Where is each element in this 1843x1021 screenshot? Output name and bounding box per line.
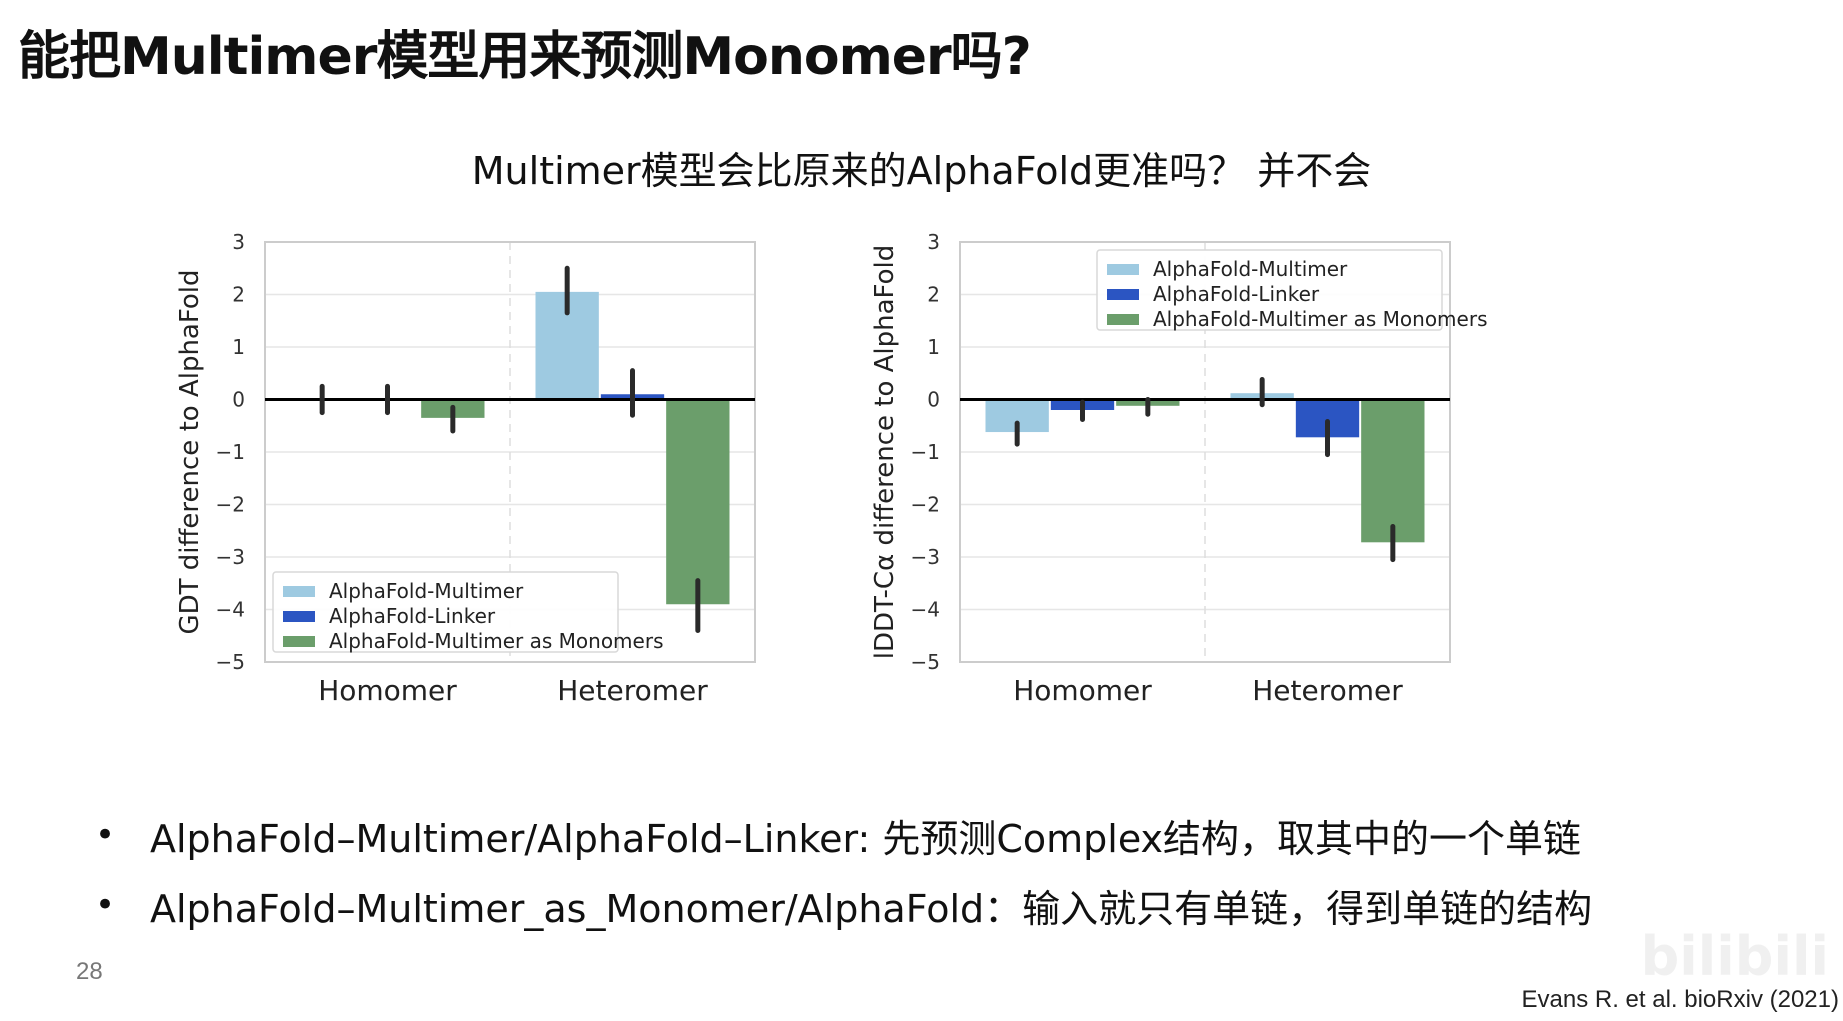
bullet-item: • AlphaFold–Multimer/AlphaFold–Linker: 先… — [95, 800, 1592, 870]
bullet-dot: • — [95, 885, 116, 925]
y-tick-label: −1 — [216, 440, 245, 464]
watermark-logo: bilibili — [1640, 925, 1829, 988]
y-tick-label: −5 — [216, 650, 245, 674]
y-tick-label: −4 — [911, 598, 940, 622]
legend-swatch — [1107, 289, 1139, 300]
legend-label: AlphaFold-Multimer as Monomers — [1153, 307, 1487, 331]
y-tick-label: 2 — [927, 283, 940, 307]
x-category-label: Heteromer — [557, 674, 708, 707]
bar — [1361, 399, 1425, 543]
bullet-item: • AlphaFold–Multimer_as_Monomer/AlphaFol… — [95, 870, 1592, 940]
bullet-list: • AlphaFold–Multimer/AlphaFold–Linker: 先… — [95, 800, 1592, 940]
legend-swatch — [1107, 264, 1139, 275]
gdt-difference-chart: 3 2 1 0 −1 −2 −3 −4 −5 Homomer Heteromer GDT differ… — [175, 230, 770, 707]
y-tick-label: 1 — [232, 335, 245, 359]
y-tick-label: 0 — [232, 388, 245, 412]
x-category-label: Homomer — [318, 674, 457, 707]
slide-subtitle: Multimer模型会比原来的AlphaFold更准吗？ 并不会 — [471, 149, 1372, 193]
y-tick-label: −3 — [216, 545, 245, 569]
legend-label: AlphaFold-Multimer — [329, 579, 524, 603]
bullet-text: AlphaFold–Multimer_as_Monomer/AlphaFold：… — [150, 886, 1593, 931]
bar — [666, 399, 730, 605]
y-tick-label: −4 — [216, 598, 245, 622]
y-tick-label: −5 — [911, 650, 940, 674]
y-axis-title: lDDT-Cα difference to AlphaFold — [870, 245, 900, 659]
legend-label: AlphaFold-Linker — [1153, 282, 1320, 306]
lddt-difference-chart: 3 2 1 0 −1 −2 −3 −4 −5 Homomer Heteromer lDDT-Cα di… — [870, 230, 1487, 707]
y-tick-label: −2 — [216, 493, 245, 517]
y-tick-label: 3 — [927, 230, 940, 254]
legend-label: AlphaFold-Multimer as Monomers — [329, 629, 663, 653]
bullet-dot: • — [95, 815, 116, 855]
lddt-chart-svg: 3 2 1 0 −1 −2 −3 −4 −5 Homomer Heteromer lDDT-Cα di… — [870, 230, 1487, 707]
legend-label: AlphaFold-Multimer — [1153, 257, 1348, 281]
y-tick-label: 3 — [232, 230, 245, 254]
legend-swatch — [283, 611, 315, 622]
x-category-label: Homomer — [1013, 674, 1152, 707]
y-tick-label: −1 — [911, 440, 940, 464]
y-tick-label: 2 — [232, 283, 245, 307]
y-tick-label: 0 — [927, 388, 940, 412]
bullet-text: AlphaFold–Multimer/AlphaFold–Linker: 先预测… — [150, 816, 1582, 861]
x-category-label: Heteromer — [1252, 674, 1403, 707]
page-number: 28 — [76, 958, 103, 985]
legend-box — [272, 571, 619, 653]
legend-box — [1096, 249, 1443, 331]
legend-swatch — [283, 636, 315, 647]
y-tick-label: −2 — [911, 493, 940, 517]
y-tick-label: 1 — [927, 335, 940, 359]
plot-frame — [264, 241, 756, 663]
y-axis-title: GDT difference to AlphaFold — [175, 269, 205, 634]
y-tick-label: −3 — [911, 545, 940, 569]
slide-title: 能把Multimer模型用来预测Monomer吗? — [18, 27, 1032, 87]
legend-swatch — [1107, 314, 1139, 325]
legend-swatch — [283, 586, 315, 597]
citation: Evans R. et al. bioRxiv (2021) — [1521, 986, 1839, 1013]
gdt-chart-svg: 3 2 1 0 −1 −2 −3 −4 −5 Homomer Heteromer GDT differ… — [175, 230, 756, 707]
legend-label: AlphaFold-Linker — [329, 604, 496, 628]
plot-frame — [959, 241, 1451, 663]
